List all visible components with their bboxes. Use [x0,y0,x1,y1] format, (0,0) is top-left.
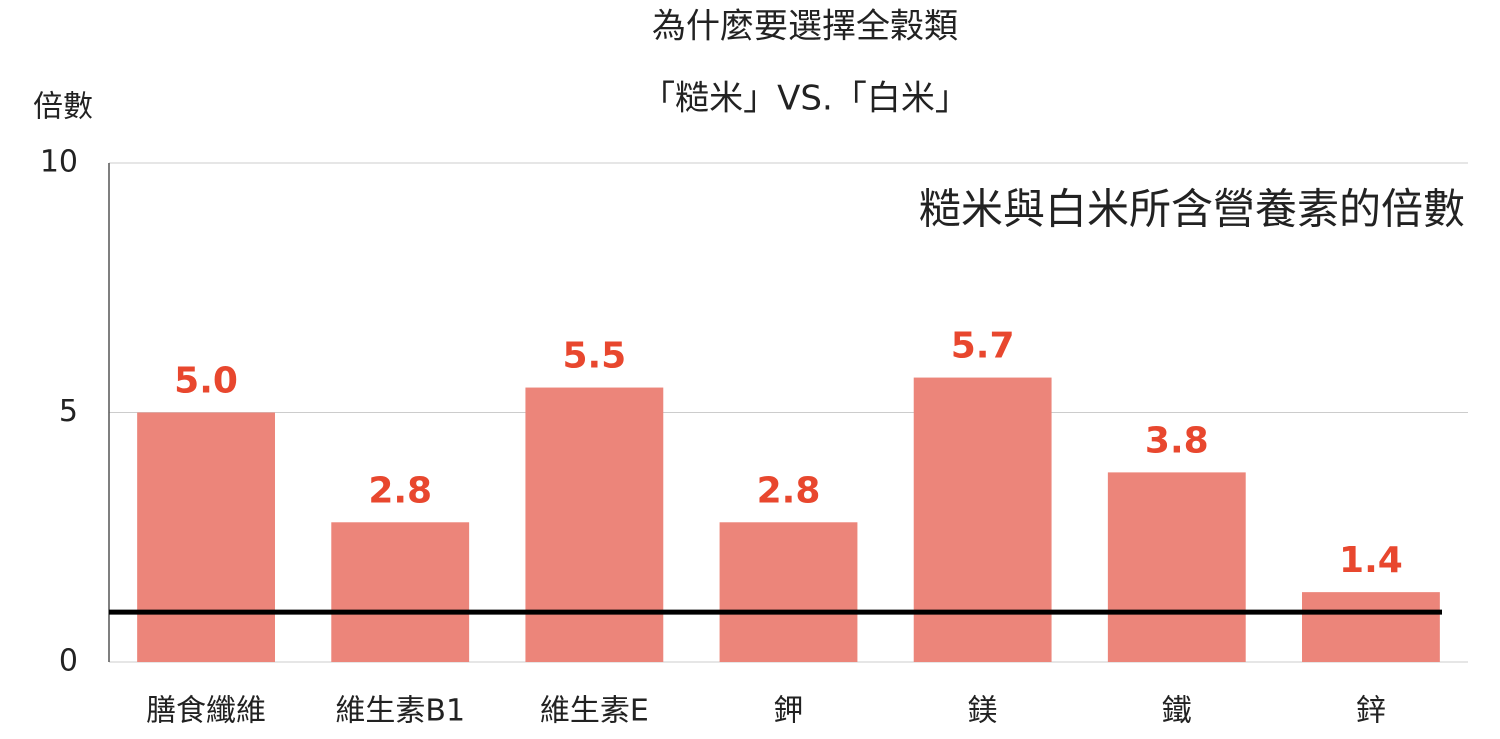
x-tick-label: 鉀 [774,694,804,729]
x-tick-label: 鎂 [968,694,998,729]
y-tick-label: 10 [40,145,78,180]
chart-title: 為什麼要選擇全穀類 [652,7,958,47]
bar [331,522,470,662]
value-label: 2.8 [368,470,432,511]
x-tick-label: 鐵 [1162,694,1192,729]
bar [525,387,664,662]
value-label: 3.8 [1145,420,1209,461]
value-label: 5.5 [562,336,626,377]
y-tick-label: 5 [59,394,78,429]
x-tick-label: 維生素B1 [335,694,465,729]
x-tick-label: 鋅 [1356,694,1386,729]
x-tick-label: 膳食纖維 [146,694,266,729]
chart-subtitle: 「糙米」VS.「白米」 [641,79,969,119]
bar [1302,592,1440,662]
bar [1107,472,1246,662]
bar [719,522,858,662]
x-tick-label: 維生素E [540,694,649,729]
bar [913,377,1052,662]
value-label: 2.8 [757,470,821,511]
annotation: 糙米與白米所含營養素的倍數 [919,185,1465,234]
bar [137,412,275,662]
value-label: 1.4 [1339,540,1403,581]
y-axis-label: 倍數 [33,90,93,125]
value-label: 5.0 [174,361,238,402]
y-tick-label: 0 [59,644,78,679]
value-label: 5.7 [951,326,1015,367]
